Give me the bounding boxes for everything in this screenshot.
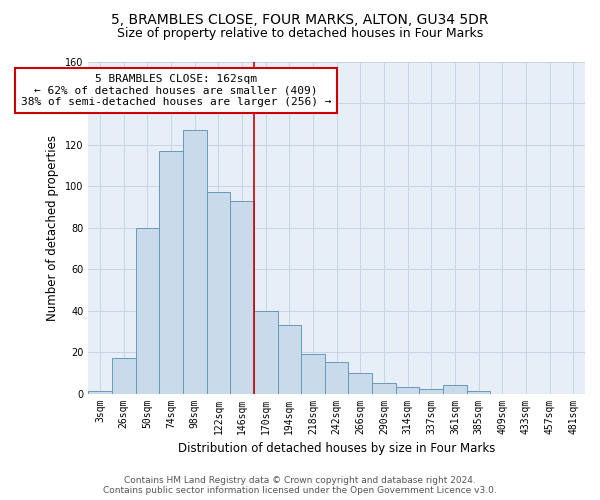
Bar [396,388,419,394]
Bar [183,130,206,394]
Bar [136,228,159,394]
Bar [230,200,254,394]
Bar [301,354,325,394]
Bar [206,192,230,394]
Bar [372,383,396,394]
Bar [278,325,301,394]
Bar [254,310,278,394]
Bar [88,392,112,394]
Bar [349,373,372,394]
Text: Contains HM Land Registry data © Crown copyright and database right 2024.
Contai: Contains HM Land Registry data © Crown c… [103,476,497,495]
Text: 5 BRAMBLES CLOSE: 162sqm
← 62% of detached houses are smaller (409)
38% of semi-: 5 BRAMBLES CLOSE: 162sqm ← 62% of detach… [20,74,331,107]
Text: Size of property relative to detached houses in Four Marks: Size of property relative to detached ho… [117,28,483,40]
Bar [112,358,136,394]
Y-axis label: Number of detached properties: Number of detached properties [46,134,59,320]
Text: 5, BRAMBLES CLOSE, FOUR MARKS, ALTON, GU34 5DR: 5, BRAMBLES CLOSE, FOUR MARKS, ALTON, GU… [111,12,489,26]
Bar [325,362,349,394]
Bar [159,150,183,394]
X-axis label: Distribution of detached houses by size in Four Marks: Distribution of detached houses by size … [178,442,496,455]
Bar [467,392,490,394]
Bar [419,390,443,394]
Bar [443,386,467,394]
